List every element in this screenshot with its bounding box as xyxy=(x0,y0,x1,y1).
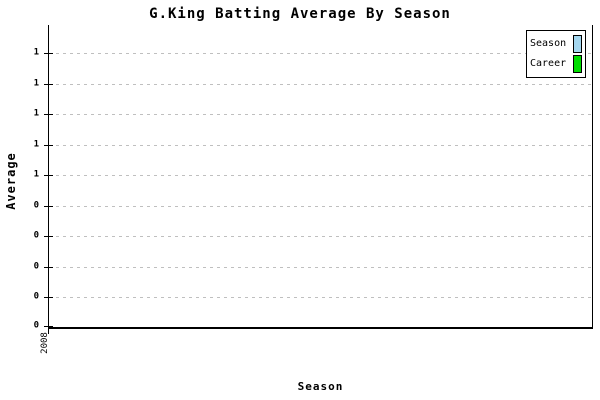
gridline xyxy=(49,297,592,298)
gridline xyxy=(49,53,592,54)
y-tick-label: 1 xyxy=(33,47,39,58)
legend-item-career: Career xyxy=(530,55,582,74)
legend-item-season: Season xyxy=(530,34,582,53)
legend-swatch-career xyxy=(573,55,582,74)
y-tick-mark xyxy=(44,206,53,207)
gridline xyxy=(49,236,592,237)
y-tick-label: 1 xyxy=(33,78,39,89)
x-tick-label: 2008 xyxy=(40,332,50,354)
y-tick-label: 0 xyxy=(33,261,39,272)
legend: Season Career xyxy=(526,30,586,78)
legend-label-season: Season xyxy=(530,37,567,49)
y-tick-mark xyxy=(44,84,53,85)
legend-swatch-season xyxy=(573,34,582,53)
chart-title: G.King Batting Average By Season xyxy=(149,6,451,22)
gridline xyxy=(49,206,592,207)
y-tick-label: 0 xyxy=(33,200,39,211)
legend-label-career: Career xyxy=(530,58,567,70)
y-tick-mark xyxy=(44,236,53,237)
y-tick-label: 0 xyxy=(33,230,39,241)
y-tick-mark xyxy=(44,53,53,54)
gridline xyxy=(49,114,592,115)
y-tick-label: 1 xyxy=(33,169,39,180)
gridline xyxy=(49,267,592,268)
gridline xyxy=(49,84,592,85)
x-tick-mark xyxy=(48,329,49,334)
y-axis-label: Average xyxy=(4,152,18,210)
y-tick-mark xyxy=(44,145,53,146)
y-tick-mark xyxy=(44,267,53,268)
y-tick-label: 1 xyxy=(33,108,39,119)
y-tick-mark xyxy=(44,326,53,327)
y-tick-label: 0 xyxy=(33,320,39,331)
y-tick-mark xyxy=(44,297,53,298)
y-tick-mark xyxy=(44,175,53,176)
gridline xyxy=(49,145,592,146)
y-tick-mark xyxy=(44,114,53,115)
y-tick-label: 0 xyxy=(33,291,39,302)
y-tick-label: 1 xyxy=(33,139,39,150)
gridline xyxy=(49,175,592,176)
x-axis-label: Season xyxy=(297,380,344,393)
plot-area: 1 1 1 1 1 0 0 0 0 0 xyxy=(34,25,593,334)
